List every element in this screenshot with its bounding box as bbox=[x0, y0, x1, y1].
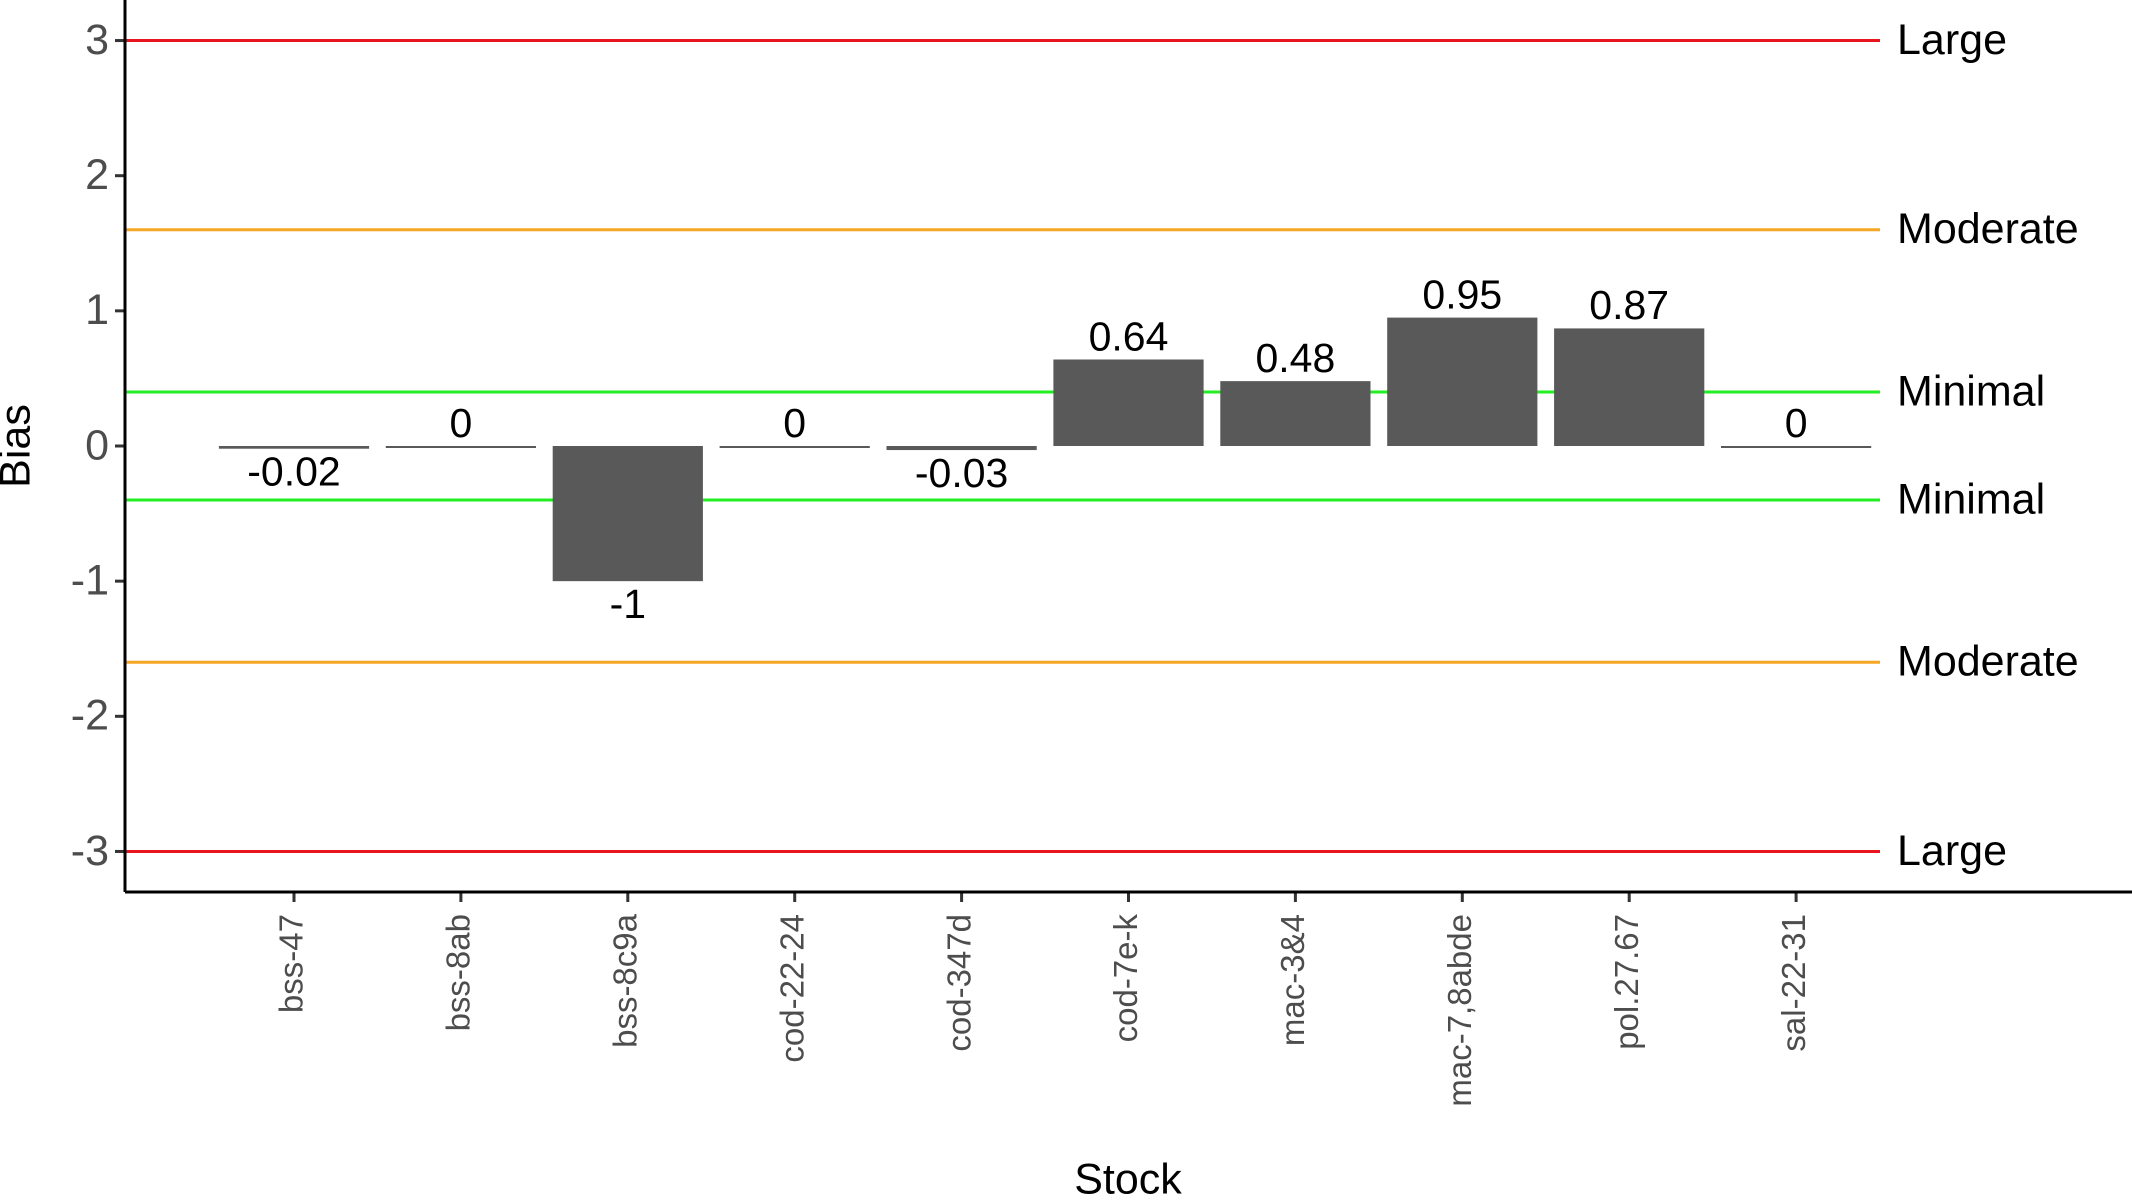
x-tick-label: pol.27.67 bbox=[1608, 914, 1645, 1050]
y-tick-label: -2 bbox=[71, 692, 109, 740]
bar bbox=[218, 446, 370, 449]
x-tick-label: bss-8ab bbox=[440, 914, 477, 1031]
value-label: 0.95 bbox=[1422, 271, 1502, 317]
x-axis-title: Stock bbox=[1074, 1155, 1182, 1200]
y-tick-label: 3 bbox=[85, 16, 109, 64]
bar bbox=[1387, 317, 1538, 446]
x-tick-label: bss-8c9a bbox=[607, 913, 644, 1048]
reference-label: Minimal bbox=[1897, 475, 2045, 523]
bar bbox=[1053, 359, 1204, 446]
x-tick-label: sal-22-31 bbox=[1775, 914, 1812, 1052]
reference-label: Moderate bbox=[1897, 205, 2079, 253]
value-label: 0.48 bbox=[1255, 335, 1335, 381]
value-label: -0.02 bbox=[247, 449, 340, 495]
value-label: 0 bbox=[783, 400, 806, 446]
x-tick-label: cod-347d bbox=[940, 914, 977, 1052]
reference-label: Moderate bbox=[1897, 638, 2079, 686]
value-label: 0.87 bbox=[1589, 282, 1669, 328]
value-label: 0 bbox=[449, 400, 472, 446]
bar bbox=[1720, 446, 1872, 448]
x-tick-label: mac-7,8abde bbox=[1441, 914, 1478, 1107]
bar bbox=[1220, 381, 1371, 446]
y-tick-label: 2 bbox=[85, 151, 109, 199]
reference-label: Large bbox=[1897, 827, 2007, 875]
y-tick-label: -3 bbox=[71, 827, 109, 875]
x-tick-label: bss-47 bbox=[273, 914, 310, 1013]
y-tick-label: 0 bbox=[85, 421, 109, 469]
value-label: -0.03 bbox=[915, 450, 1008, 496]
x-tick-label: cod-22-24 bbox=[773, 914, 810, 1063]
y-tick-label: 1 bbox=[85, 286, 109, 334]
y-tick-label: -1 bbox=[71, 557, 109, 605]
bar bbox=[552, 446, 703, 582]
bar bbox=[719, 446, 870, 448]
bar bbox=[1554, 328, 1705, 446]
x-tick-label: cod-7e-k bbox=[1107, 914, 1144, 1043]
bar bbox=[385, 446, 537, 448]
y-axis-title: Bias bbox=[0, 404, 39, 488]
value-label: -1 bbox=[610, 581, 646, 627]
reference-label: Large bbox=[1897, 16, 2007, 64]
value-label: 0 bbox=[1785, 400, 1808, 446]
value-label: 0.64 bbox=[1089, 313, 1169, 359]
bar bbox=[886, 446, 1037, 451]
reference-label: Minimal bbox=[1897, 367, 2045, 415]
x-tick-label: mac-3&4 bbox=[1274, 914, 1311, 1046]
